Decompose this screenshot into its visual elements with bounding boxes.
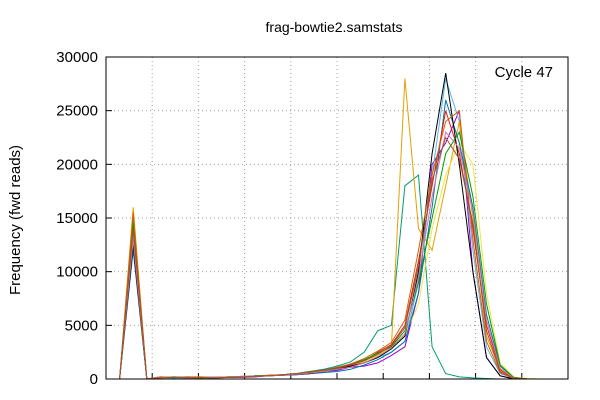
y-tick-label: 20000 xyxy=(56,156,98,173)
series-line-5 xyxy=(106,141,568,380)
grid-lines xyxy=(106,57,568,379)
y-tick-label: 15000 xyxy=(56,210,98,227)
y-axis-label: Frequency (fwd reads) xyxy=(7,145,24,295)
y-tick-label: 0 xyxy=(90,371,98,388)
chart-title: frag-bowtie2.samstats xyxy=(266,19,403,35)
cycle-annotation: Cycle 47 xyxy=(495,64,553,81)
series-line-7 xyxy=(106,110,568,380)
y-tick-label: 25000 xyxy=(56,103,98,120)
y-tick-label: 30000 xyxy=(56,49,98,66)
y-ticks: 0 5000 10000 15000 20000 25000 30000 xyxy=(56,49,112,388)
series-line-10 xyxy=(106,109,568,380)
series-line-1 xyxy=(106,110,568,380)
series-line-12 xyxy=(106,136,568,380)
y-tick-label: 10000 xyxy=(56,264,98,281)
y-tick-label: 5000 xyxy=(65,317,98,334)
